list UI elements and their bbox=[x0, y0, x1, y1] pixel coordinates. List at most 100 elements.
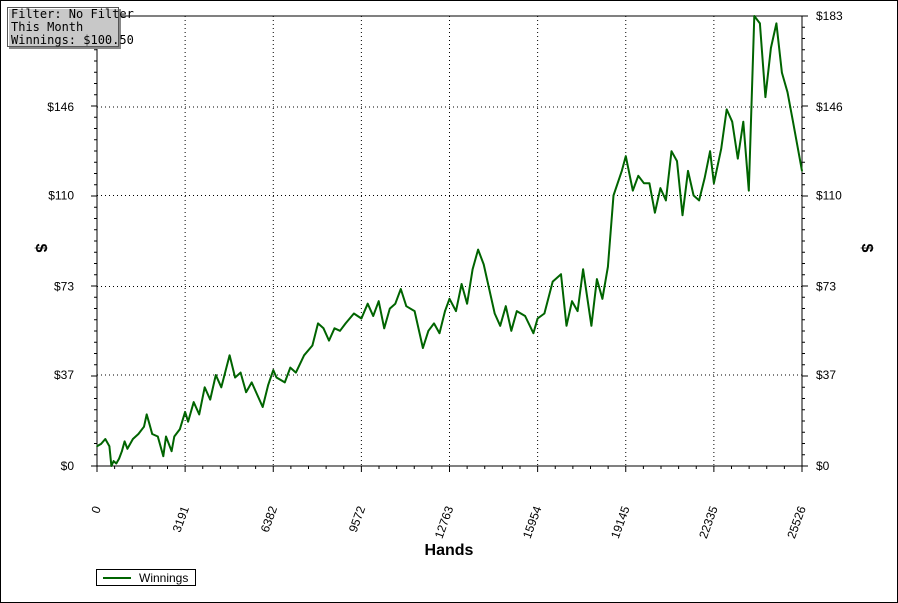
x-tick-label: 15954 bbox=[520, 504, 545, 540]
winnings-data-point bbox=[448, 298, 451, 300]
winnings-data-point bbox=[764, 96, 767, 98]
winnings-data-point bbox=[488, 288, 491, 290]
winnings-data-point bbox=[505, 305, 507, 308]
y-tick-label-right: $183 bbox=[816, 9, 843, 23]
winnings-data-point bbox=[427, 330, 430, 332]
winnings-data-point bbox=[703, 177, 706, 180]
winnings-data-point bbox=[648, 182, 651, 184]
winnings-data-point bbox=[413, 310, 416, 312]
winnings-data-point bbox=[643, 182, 645, 184]
winnings-data-point bbox=[576, 310, 579, 312]
winnings-data-point bbox=[245, 391, 247, 394]
winnings-data-point bbox=[123, 440, 126, 443]
x-tick-label: 19145 bbox=[608, 504, 633, 540]
winnings-data-point bbox=[786, 91, 789, 93]
winnings-data-point bbox=[621, 170, 623, 172]
winnings-data-point bbox=[104, 438, 107, 440]
winnings-data-point bbox=[607, 266, 609, 268]
x-tick-label: 0 bbox=[88, 504, 104, 515]
winnings-data-point bbox=[536, 317, 539, 320]
winnings-data-point bbox=[753, 15, 756, 17]
winnings-data-point bbox=[654, 211, 656, 214]
winnings-data-point bbox=[126, 448, 129, 450]
winnings-data-point bbox=[659, 187, 662, 189]
winnings-data-point bbox=[234, 376, 236, 379]
winnings-data-point bbox=[148, 423, 151, 426]
winnings-data-point bbox=[742, 120, 745, 123]
winnings-data-point bbox=[482, 263, 485, 266]
winnings-data-point bbox=[100, 443, 102, 445]
winnings-data-point bbox=[143, 425, 145, 428]
winnings-text: Winnings: $100.50 bbox=[11, 33, 134, 47]
winnings-data-point bbox=[493, 312, 496, 315]
winnings-data-point bbox=[601, 298, 604, 300]
winnings-data-point bbox=[328, 339, 330, 342]
winnings-data-point bbox=[725, 108, 728, 111]
winnings-data-point bbox=[228, 354, 231, 357]
winnings-data-point bbox=[118, 457, 120, 460]
legend-swatch bbox=[103, 577, 131, 579]
x-axis-title: Hands bbox=[425, 542, 474, 559]
winnings-data-point bbox=[543, 312, 546, 315]
winnings-data-point bbox=[209, 398, 211, 401]
winnings-data-point bbox=[471, 268, 474, 271]
winnings-data-point bbox=[239, 371, 242, 374]
winnings-data-point bbox=[267, 384, 270, 386]
winnings-data-point bbox=[151, 433, 153, 435]
winnings-data-point bbox=[317, 322, 319, 325]
winnings-data-point bbox=[792, 120, 794, 123]
winnings-data-point bbox=[132, 438, 134, 440]
winnings-data-point bbox=[339, 330, 341, 332]
winnings-data-point bbox=[261, 406, 264, 408]
winnings-data-point bbox=[377, 300, 380, 303]
winnings-data-point bbox=[625, 155, 627, 157]
winnings-data-point bbox=[145, 413, 148, 416]
y-tick-label-left: $146 bbox=[47, 100, 74, 114]
winnings-data-point bbox=[295, 371, 297, 374]
winnings-data-point bbox=[720, 148, 722, 150]
winnings-data-point bbox=[303, 354, 305, 357]
winnings-series-line bbox=[96, 15, 803, 467]
filter-text: Filter: No Filter bbox=[11, 7, 134, 21]
legend-label: Winnings bbox=[139, 571, 189, 585]
y-tick-label-left: $73 bbox=[54, 279, 74, 293]
winnings-data-point bbox=[165, 435, 167, 438]
winnings-data-point bbox=[698, 199, 700, 202]
winnings-data-point bbox=[571, 300, 573, 303]
winnings-data-point bbox=[173, 435, 176, 438]
winnings-data-point bbox=[360, 317, 363, 320]
x-tick-label: 22335 bbox=[696, 504, 721, 540]
winnings-data-point bbox=[157, 435, 159, 438]
winnings-data-point bbox=[383, 327, 386, 330]
winnings-data-point bbox=[353, 312, 355, 315]
winnings-data-point bbox=[137, 433, 140, 435]
y-axis-title-right: $ bbox=[858, 244, 875, 253]
winnings-data-point bbox=[516, 310, 518, 312]
winnings-data-point bbox=[96, 445, 98, 448]
winnings-data-point bbox=[676, 160, 678, 162]
winnings-data-point bbox=[510, 330, 513, 332]
winnings-data-point bbox=[115, 462, 118, 465]
winnings-data-point bbox=[692, 194, 695, 197]
winnings-data-point bbox=[192, 401, 195, 403]
winnings-data-point bbox=[455, 310, 457, 312]
winnings-data-point bbox=[582, 268, 584, 271]
winnings-data-point bbox=[284, 381, 286, 384]
winnings-data-point bbox=[203, 386, 206, 389]
winnings-data-point bbox=[250, 381, 253, 384]
winnings-data-point bbox=[184, 411, 186, 413]
winnings-data-point bbox=[637, 175, 640, 177]
winnings-data-point bbox=[400, 288, 402, 290]
winnings-data-point bbox=[681, 214, 684, 216]
winnings-data-point bbox=[444, 310, 446, 312]
winnings-data-point bbox=[170, 450, 173, 453]
x-tick-label: 9572 bbox=[346, 504, 368, 534]
winnings-data-point bbox=[731, 120, 733, 123]
winnings-data-point bbox=[759, 22, 761, 25]
winnings-data-point bbox=[179, 428, 181, 430]
winnings-data-point bbox=[770, 47, 772, 49]
winnings-data-point bbox=[162, 455, 165, 458]
x-tick-label: 25526 bbox=[784, 504, 809, 540]
y-tick-label-left: $37 bbox=[54, 368, 74, 382]
winnings-data-point bbox=[460, 283, 463, 285]
